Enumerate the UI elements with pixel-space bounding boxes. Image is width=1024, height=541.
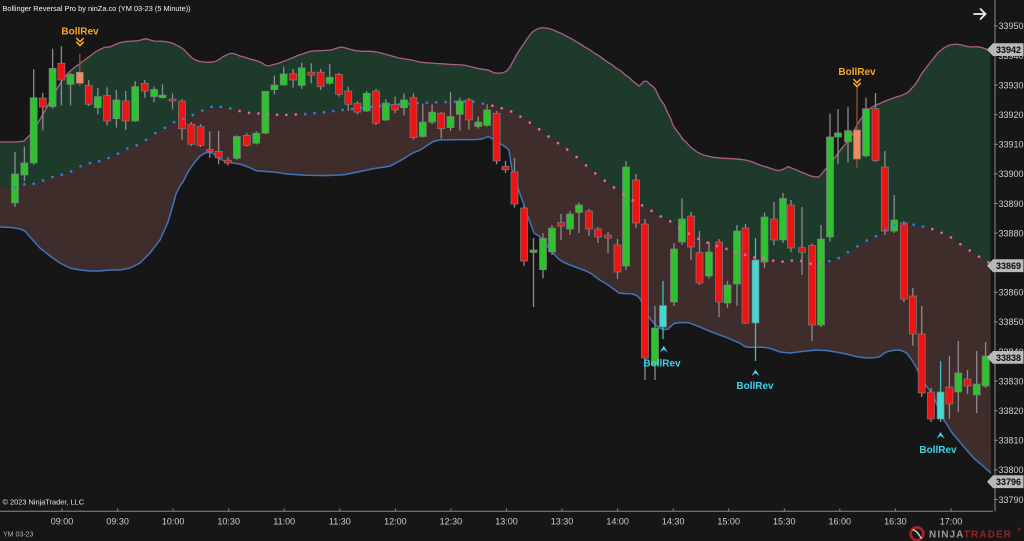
svg-text:BollRev: BollRev xyxy=(643,359,681,370)
svg-text:33890: 33890 xyxy=(999,199,1024,209)
svg-text:33920: 33920 xyxy=(999,110,1024,120)
svg-text:14:00: 14:00 xyxy=(606,516,629,526)
svg-text:16:30: 16:30 xyxy=(884,516,907,526)
svg-text:33860: 33860 xyxy=(999,288,1024,298)
svg-text:BollRev: BollRev xyxy=(919,445,957,456)
svg-text:33942: 33942 xyxy=(996,45,1021,55)
svg-text:33900: 33900 xyxy=(999,169,1024,179)
svg-text:33810: 33810 xyxy=(999,436,1024,446)
svg-text:09:30: 09:30 xyxy=(106,516,129,526)
svg-text:33796: 33796 xyxy=(996,477,1021,487)
svg-text:33930: 33930 xyxy=(999,80,1024,90)
svg-text:33830: 33830 xyxy=(999,376,1024,386)
svg-text:33910: 33910 xyxy=(999,140,1024,150)
svg-text:17:00: 17:00 xyxy=(940,516,963,526)
svg-text:15:00: 15:00 xyxy=(717,516,740,526)
svg-text:12:00: 12:00 xyxy=(384,516,407,526)
svg-text:YM 03-23: YM 03-23 xyxy=(3,532,33,539)
svg-text:16:00: 16:00 xyxy=(829,516,852,526)
svg-text:12:30: 12:30 xyxy=(440,516,463,526)
svg-text:33950: 33950 xyxy=(999,21,1024,31)
svg-text:13:00: 13:00 xyxy=(495,516,518,526)
svg-text:33820: 33820 xyxy=(999,406,1024,416)
svg-text:33880: 33880 xyxy=(999,228,1024,238)
svg-text:BollRev: BollRev xyxy=(838,67,876,78)
svg-text:33850: 33850 xyxy=(999,317,1024,327)
svg-text:NINJATRADER: NINJATRADER xyxy=(929,530,1012,541)
svg-text:© 2023 NinjaTrader, LLC: © 2023 NinjaTrader, LLC xyxy=(3,498,85,507)
svg-text:11:30: 11:30 xyxy=(329,516,351,526)
svg-text:33800: 33800 xyxy=(999,465,1024,475)
svg-text:10:30: 10:30 xyxy=(217,516,240,526)
svg-text:33838: 33838 xyxy=(996,353,1021,363)
svg-text:11:00: 11:00 xyxy=(273,516,295,526)
svg-text:Bollinger Reversal Pro by ninZ: Bollinger Reversal Pro by ninZa.co (YM 0… xyxy=(3,4,191,13)
svg-text:14:30: 14:30 xyxy=(662,516,685,526)
svg-text:13:30: 13:30 xyxy=(551,516,574,526)
svg-text:15:30: 15:30 xyxy=(773,516,796,526)
svg-text:10:00: 10:00 xyxy=(162,516,185,526)
svg-text:33869: 33869 xyxy=(996,261,1021,271)
svg-text:33790: 33790 xyxy=(999,495,1024,505)
svg-text:BollRev: BollRev xyxy=(736,381,774,392)
svg-text:09:00: 09:00 xyxy=(51,516,74,526)
svg-text:BollRev: BollRev xyxy=(61,27,99,38)
